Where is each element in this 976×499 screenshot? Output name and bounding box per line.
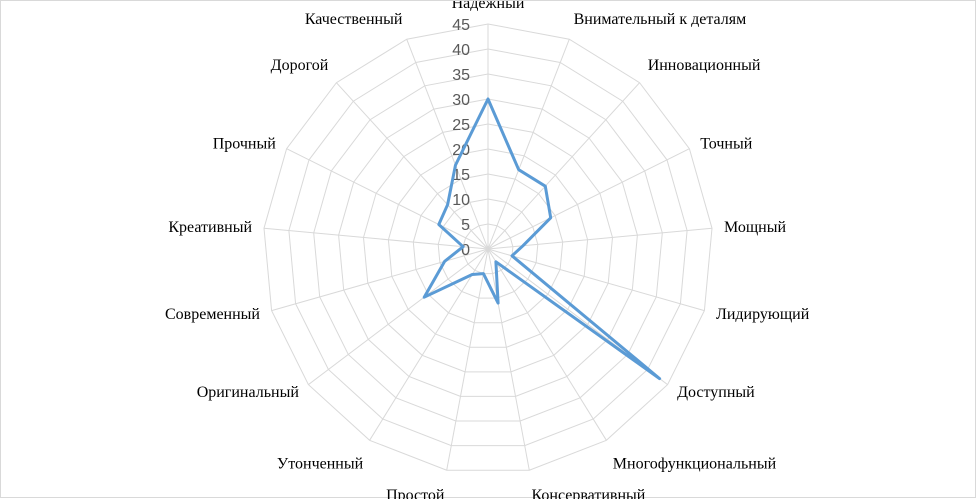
tick-label: 45 <box>452 17 470 34</box>
spoke-line <box>263 227 489 250</box>
grid-ring <box>338 98 638 397</box>
category-label: Утонченный <box>277 456 364 473</box>
category-label: Современный <box>165 306 260 323</box>
grid-ring <box>362 123 614 373</box>
grid-ring <box>437 198 539 299</box>
spoke-line <box>406 39 489 250</box>
series-line <box>422 97 662 381</box>
category-label: Креативный <box>168 219 252 236</box>
grid-ring <box>313 73 663 422</box>
tick-label: 25 <box>452 117 470 134</box>
category-label: Дорогой <box>271 57 329 74</box>
grid-ring <box>412 173 564 324</box>
spoke-line <box>487 248 607 441</box>
tick-label: 40 <box>452 42 470 59</box>
tick-label: 10 <box>452 192 470 209</box>
category-label: Консервативный <box>532 487 646 499</box>
category-label: Инновационный <box>648 57 761 74</box>
grid-ring <box>263 23 713 471</box>
category-label: Многофункциональный <box>613 456 777 473</box>
category-label: Внимательный к деталям <box>574 11 747 28</box>
spoke-line <box>446 248 489 471</box>
spoke-line <box>487 248 530 471</box>
grid-ring <box>462 223 514 275</box>
tick-label: 30 <box>452 92 470 109</box>
category-label: Доступный <box>677 384 755 401</box>
spoke-line <box>271 248 489 312</box>
spoke-line <box>487 248 705 312</box>
category-label: Надежный <box>452 1 525 12</box>
tick-label: 35 <box>452 67 470 84</box>
spoke-line <box>308 248 489 385</box>
category-label: Качественный <box>305 11 403 28</box>
category-label: Оригинальный <box>197 384 300 401</box>
series-layer <box>422 97 662 381</box>
spoke-line <box>487 227 713 250</box>
category-label: Прочный <box>213 135 277 152</box>
category-label: Простой <box>386 487 445 499</box>
spoke-line <box>487 39 570 250</box>
tick-label: 15 <box>452 167 470 184</box>
spoke-line <box>336 82 489 250</box>
grid-layer <box>263 23 713 471</box>
category-label: Лидирующий <box>716 306 810 323</box>
spoke-line <box>487 82 640 250</box>
tick-label: 5 <box>461 217 470 234</box>
tick-label: 0 <box>461 242 470 259</box>
category-label: Точный <box>700 135 753 152</box>
spoke-layer <box>263 24 713 471</box>
grid-ring <box>288 48 688 447</box>
spoke-line <box>286 148 489 250</box>
grid-ring <box>387 148 589 348</box>
category-label: Мощный <box>724 219 786 236</box>
spoke-line <box>487 148 690 250</box>
spoke-line <box>369 248 489 441</box>
category-labels: Надежный Внимательный к деталям Инновацион… <box>165 1 810 499</box>
